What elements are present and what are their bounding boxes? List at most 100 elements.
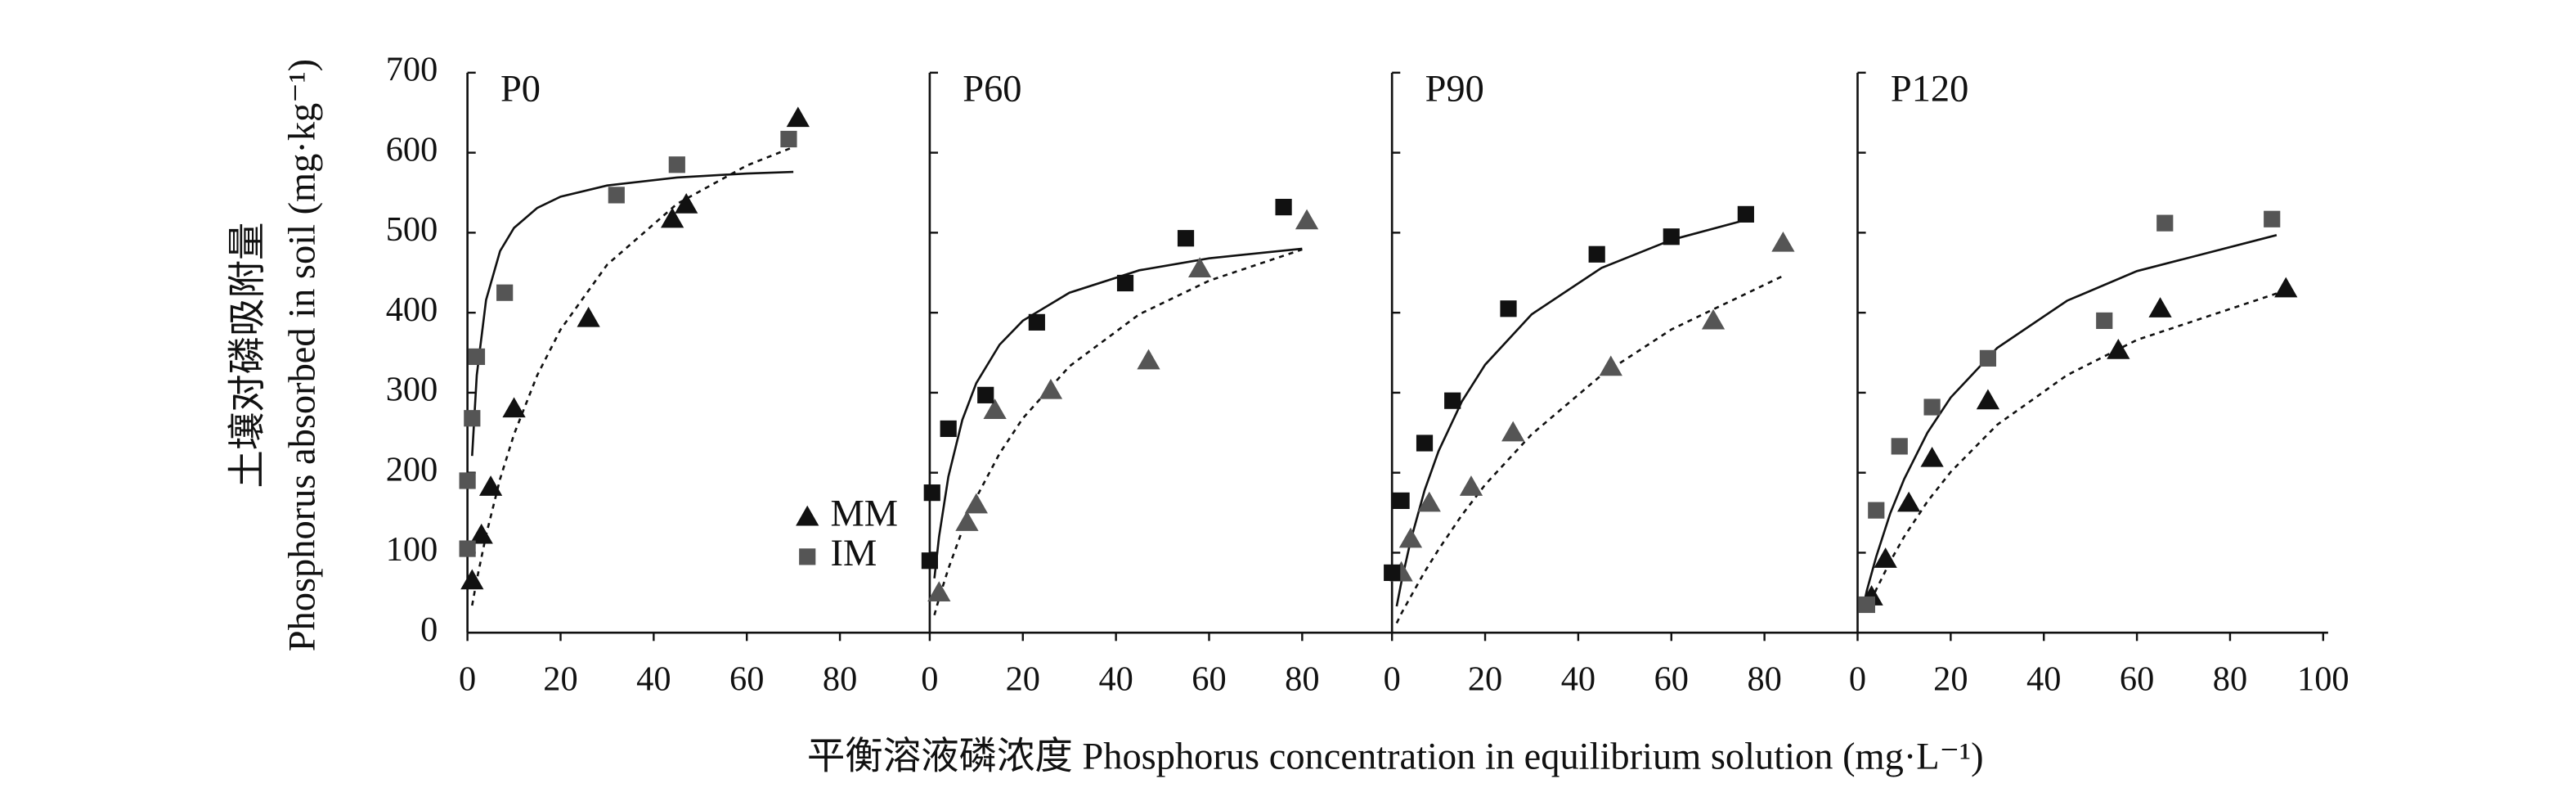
y-tick-label: 700 xyxy=(386,51,438,89)
triangle-marker xyxy=(469,523,493,544)
square-marker xyxy=(1416,435,1434,452)
fit-curve xyxy=(933,247,1303,579)
square-marker xyxy=(1588,245,1605,263)
triangle-marker xyxy=(2274,277,2298,298)
x-tick-label: 40 xyxy=(1098,660,1133,699)
square-marker xyxy=(780,130,797,148)
x-tick-label: 40 xyxy=(636,660,671,699)
square-marker xyxy=(1384,564,1401,581)
y-tick-label: 500 xyxy=(386,210,438,249)
triangle-marker xyxy=(2148,297,2172,317)
triangle-marker xyxy=(955,511,979,531)
x-tick-label: 60 xyxy=(2120,660,2154,699)
triangle-marker xyxy=(502,397,526,418)
square-marker xyxy=(2156,214,2174,232)
triangle-marker xyxy=(1295,209,1319,230)
square-marker xyxy=(608,187,625,204)
y-tick-label: 300 xyxy=(386,371,438,409)
x-tick-label: 0 xyxy=(1849,660,1866,699)
square-marker xyxy=(940,420,957,438)
x-tick-label: 0 xyxy=(459,660,476,699)
legend-label: IM xyxy=(830,533,877,574)
triangle-marker xyxy=(1137,349,1160,370)
x-tick-label: 20 xyxy=(1006,660,1040,699)
x-label: 平衡溶液磷浓度 Phosphorus concentration in equi… xyxy=(807,736,1984,777)
square-marker xyxy=(668,156,685,173)
y-tick-label: 0 xyxy=(420,610,438,649)
square-marker xyxy=(977,386,994,403)
square-marker xyxy=(1923,399,1941,416)
square-marker xyxy=(1275,198,1292,216)
square-marker xyxy=(799,548,816,565)
triangle-marker xyxy=(1701,308,1726,330)
x-tick-label: 20 xyxy=(543,660,577,699)
x-tick-label: 60 xyxy=(729,660,764,699)
y-label-cn: 土壤对磷吸附量 xyxy=(227,223,269,489)
panel-title: P60 xyxy=(963,69,1021,110)
y-label-en: Phosphorus absorbed in soil (mg·kg⁻¹) xyxy=(281,59,323,651)
square-marker xyxy=(2264,210,2281,227)
square-marker xyxy=(1116,274,1134,292)
square-marker xyxy=(923,484,940,502)
x-tick-label: 80 xyxy=(1747,660,1781,699)
x-tick-label: 20 xyxy=(1933,660,1968,699)
fit-curve xyxy=(471,146,794,606)
square-marker xyxy=(1393,492,1410,509)
y-tick-label: 400 xyxy=(386,290,438,329)
square-marker xyxy=(459,472,476,489)
fit-curve xyxy=(1860,234,2278,612)
square-marker xyxy=(1663,228,1680,245)
x-tick-label: 40 xyxy=(2026,660,2061,699)
legend-label: MM xyxy=(830,493,898,535)
x-tick-label: 60 xyxy=(1192,660,1226,699)
square-marker xyxy=(459,540,476,557)
x-tick-label: 80 xyxy=(2213,660,2247,699)
triangle-marker xyxy=(1187,257,1212,277)
triangle-marker xyxy=(927,581,951,601)
triangle-marker xyxy=(1459,475,1483,496)
triangle-marker xyxy=(1417,491,1441,512)
panel-title: P120 xyxy=(1891,69,1968,110)
square-marker xyxy=(464,410,481,427)
square-marker xyxy=(1737,205,1754,223)
y-tick-label: 200 xyxy=(386,450,438,489)
square-marker xyxy=(1858,596,1875,614)
x-tick-label: 60 xyxy=(1654,660,1689,699)
x-tick-label: 100 xyxy=(2297,660,2349,699)
triangle-marker xyxy=(460,569,484,590)
triangle-marker xyxy=(577,306,600,327)
triangle-marker xyxy=(1920,446,1944,467)
square-marker xyxy=(1891,438,1908,455)
triangle-marker xyxy=(796,505,819,526)
triangle-marker xyxy=(2107,338,2130,359)
x-tick-label: 20 xyxy=(1468,660,1502,699)
panel-title: P0 xyxy=(500,69,541,110)
fit-curve xyxy=(933,248,1303,616)
x-tick-label: 0 xyxy=(1384,660,1401,699)
triangle-marker xyxy=(1976,389,2000,410)
triangle-marker xyxy=(1771,231,1795,252)
x-tick-label: 80 xyxy=(1285,660,1319,699)
triangle-marker xyxy=(1398,527,1423,548)
square-marker xyxy=(1028,313,1045,331)
triangle-marker xyxy=(1874,547,1897,568)
square-marker xyxy=(2096,312,2113,330)
fit-curve xyxy=(471,170,794,457)
square-marker xyxy=(468,348,486,366)
square-marker xyxy=(1177,230,1195,247)
triangle-marker xyxy=(983,399,1007,420)
square-marker xyxy=(496,284,514,301)
fit-curve xyxy=(1395,218,1747,607)
triangle-marker xyxy=(1897,491,1921,512)
fit-curve xyxy=(1395,274,1784,624)
x-tick-label: 0 xyxy=(921,660,938,699)
square-marker xyxy=(1444,392,1461,409)
fit-curve xyxy=(1865,292,2278,611)
triangle-marker xyxy=(660,207,684,228)
x-tick-label: 80 xyxy=(823,660,857,699)
triangle-marker xyxy=(1599,355,1622,376)
x-tick-label: 40 xyxy=(1561,660,1595,699)
square-marker xyxy=(1979,349,1997,367)
square-marker xyxy=(1868,502,1885,519)
square-marker xyxy=(921,552,938,570)
